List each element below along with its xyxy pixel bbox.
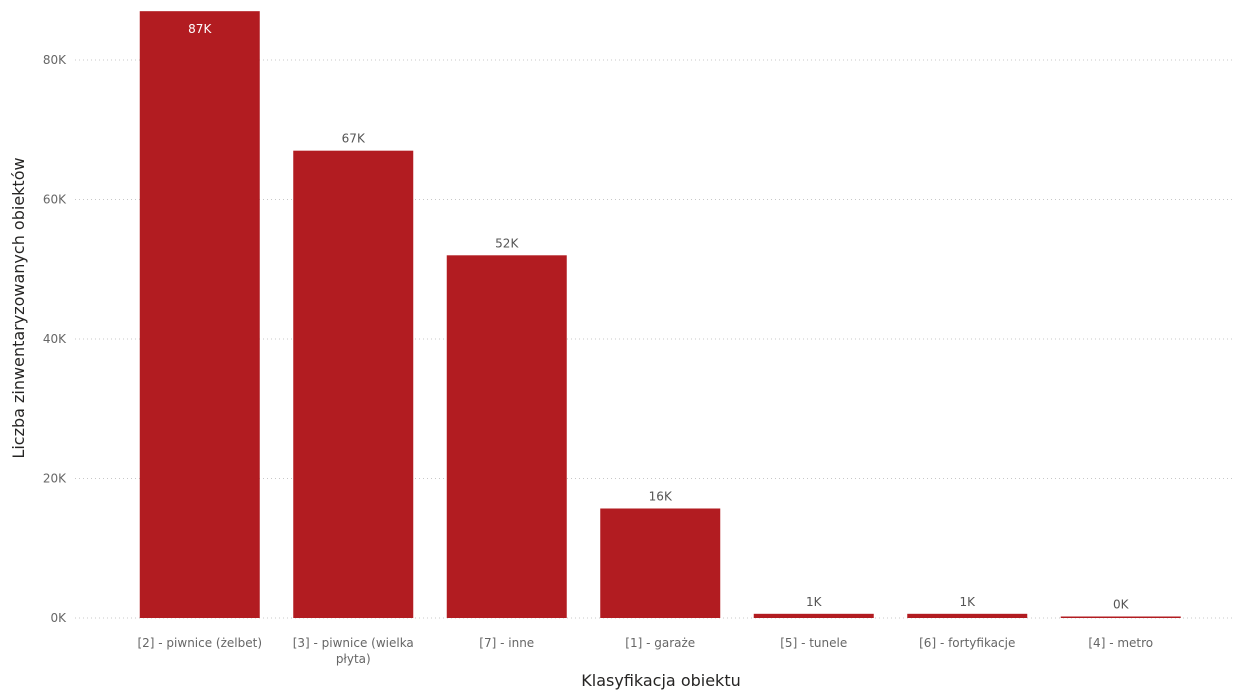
x-category-label: [6] - fortyfikacje	[919, 636, 1015, 650]
x-category-label-line: [7] - inne	[479, 636, 534, 650]
data-label: 52K	[495, 236, 519, 250]
x-axis-categories: [2] - piwnice (żelbet) [3] - piwnice (wie…	[137, 636, 1153, 666]
y-tick-label: 80K	[43, 53, 67, 67]
y-axis-ticks: 0K 20K 40K 60K 80K	[43, 53, 67, 625]
x-category-label: [3] - piwnice (wielka płyta)	[293, 636, 414, 666]
x-category-label: [2] - piwnice (żelbet)	[137, 636, 262, 650]
x-category-label: [7] - inne	[479, 636, 534, 650]
y-tick-label: 60K	[43, 193, 67, 207]
data-label: 0K	[1113, 598, 1130, 612]
bar[interactable]	[139, 11, 260, 619]
data-label: 87K	[188, 22, 212, 36]
x-category-label-line: [6] - fortyfikacje	[919, 636, 1015, 650]
x-category-label: [1] - garaże	[625, 636, 695, 650]
bar[interactable]	[1060, 616, 1181, 619]
x-category-label-line: [5] - tunele	[780, 636, 847, 650]
bar[interactable]	[293, 150, 414, 619]
data-label: 16K	[649, 489, 673, 503]
bars	[139, 11, 1181, 619]
x-axis-title: Klasyfikacja obiektu	[581, 671, 740, 690]
bar[interactable]	[446, 255, 567, 619]
x-category-label: [5] - tunele	[780, 636, 847, 650]
data-label: 1K	[806, 595, 823, 609]
x-category-label-line: [1] - garaże	[625, 636, 695, 650]
x-category-label-line: płyta)	[336, 652, 371, 666]
bar[interactable]	[907, 613, 1028, 618]
y-axis-title: Liczba zinwentaryzowanych obiektów	[9, 157, 28, 458]
data-label: 1K	[959, 595, 976, 609]
y-tick-label: 0K	[50, 611, 67, 625]
x-category-label: [4] - metro	[1088, 636, 1153, 650]
x-category-label-line: [4] - metro	[1088, 636, 1153, 650]
bar[interactable]	[600, 508, 721, 618]
y-tick-label: 20K	[43, 472, 67, 486]
data-label: 67K	[342, 132, 366, 146]
y-tick-label: 40K	[43, 332, 67, 346]
data-labels: 87K 67K 52K 16K 1K 1K 0K	[188, 22, 1129, 611]
bar[interactable]	[753, 613, 874, 618]
x-category-label-line: [2] - piwnice (żelbet)	[137, 636, 262, 650]
x-category-label-line: [3] - piwnice (wielka	[293, 636, 414, 650]
gridlines	[75, 59, 1232, 619]
